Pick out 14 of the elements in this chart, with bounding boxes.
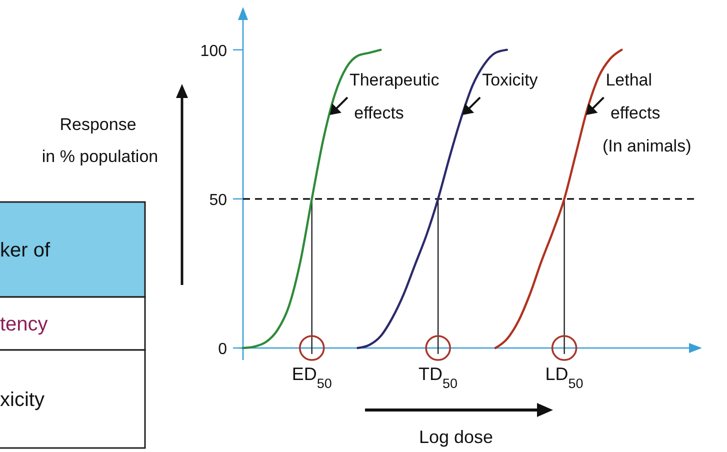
text: xicity: [0, 389, 44, 411]
x-tick-label: LD$_{50}$: [545, 364, 584, 390]
y-tick-label: 100: [200, 42, 228, 60]
y-axis-title: Response in % population: [42, 115, 158, 166]
series-label: Therapeutic effects: [349, 70, 440, 122]
x-tick-label: ED$_{50}$: [292, 364, 332, 390]
x-axis-title: Log dose: [418, 427, 494, 447]
x-tick-label: TD$_{50}$: [418, 364, 458, 390]
series-label: Lethal effects (In animals): [598, 70, 692, 156]
text: tency: [0, 314, 48, 336]
y-tick-label: 50: [209, 192, 228, 209]
text: ker of: [0, 240, 50, 262]
series-label: Toxicity: [482, 70, 538, 90]
y-tick-label: 0: [218, 341, 228, 358]
